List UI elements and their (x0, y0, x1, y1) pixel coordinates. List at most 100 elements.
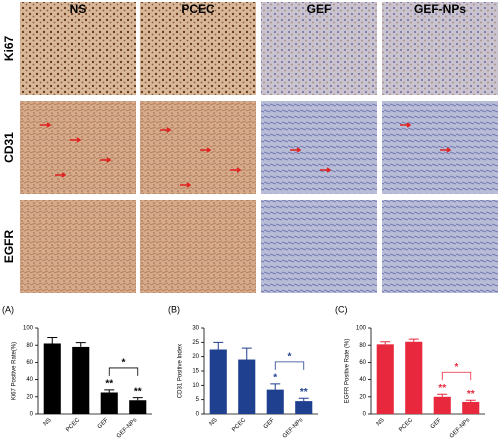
y-tick-label: 10 (192, 383, 199, 389)
error-bar (437, 393, 448, 397)
y-tick-label: 15 (192, 369, 199, 375)
x-tick-label: PCEC (65, 417, 82, 434)
arrow-marker (40, 122, 52, 128)
arrow-marker (400, 122, 412, 128)
panel-label: (B) (168, 304, 180, 314)
y-tick-label: 60 (359, 360, 366, 366)
arrow-marker (230, 167, 242, 173)
bracket-label: * (455, 362, 459, 373)
row-label: Ki67 (2, 36, 16, 62)
micrograph (140, 101, 256, 194)
micrograph (20, 101, 136, 194)
x-tick-label: GEF-NPs (449, 417, 471, 439)
arrow-marker (180, 182, 192, 188)
micrograph (140, 2, 256, 95)
micrograph (261, 101, 377, 194)
y-tick-label: 0 (363, 412, 367, 418)
bracket (108, 367, 139, 376)
y-axis-label: Ki67 Positive Rate(%) (12, 342, 18, 400)
arrow-marker (55, 172, 67, 178)
error-bar (213, 341, 224, 350)
error-bar (241, 347, 252, 360)
bar (376, 344, 394, 414)
bar (238, 359, 256, 414)
bar-label: ** (467, 389, 475, 400)
panel-label: (C) (335, 304, 348, 314)
x-tick-label: NS (376, 417, 386, 427)
error-bar (408, 338, 419, 342)
panel-label: (A) (2, 304, 14, 314)
micrograph (261, 2, 377, 95)
y-tick-label: 0 (196, 412, 200, 418)
micrograph (20, 2, 136, 95)
y-tick-label: 100 (23, 326, 34, 332)
y-tick-label: 80 (359, 343, 366, 349)
x-tick-label: GEF-NPs (282, 417, 304, 439)
y-tick-label: 100 (356, 326, 367, 332)
y-tick-label: 40 (359, 377, 366, 383)
bracket-label: * (288, 352, 292, 363)
bracket-label: * (122, 358, 126, 369)
bar (266, 389, 284, 414)
column-label: PCEC (181, 2, 215, 16)
micrograph (140, 200, 256, 293)
error-bar (298, 397, 309, 402)
bar (433, 396, 451, 414)
bar (405, 341, 423, 414)
error-bar (132, 397, 143, 401)
bar (129, 400, 147, 414)
row-label: CD31 (2, 132, 16, 163)
column-label: GEF (307, 2, 332, 16)
bar (295, 401, 313, 414)
x-tick-label: PCEC (398, 417, 415, 434)
micrograph (382, 101, 498, 194)
x-tick-label: NS (209, 417, 219, 427)
y-tick-label: 5 (196, 397, 200, 403)
row-label: EGFR (2, 230, 16, 264)
y-tick-label: 20 (192, 354, 199, 360)
micrograph (382, 200, 498, 293)
x-tick-label: NS (43, 417, 53, 427)
x-tick-label: GEF (263, 417, 276, 430)
bar-label: * (273, 373, 277, 384)
arrow-marker (290, 147, 302, 153)
y-tick-label: 40 (26, 377, 33, 383)
bar (462, 401, 480, 414)
y-axis-label: EGFR Positive Rate (%) (345, 339, 351, 404)
y-tick-label: 80 (26, 343, 33, 349)
arrow-marker (70, 137, 82, 143)
bar (43, 343, 61, 414)
micrograph (20, 200, 136, 293)
arrow-marker (160, 127, 172, 133)
y-tick-label: 60 (26, 360, 33, 366)
bracket (441, 371, 472, 381)
error-bar (75, 342, 86, 347)
x-tick-label: GEF (430, 417, 443, 430)
column-label: NS (70, 2, 87, 16)
bar (209, 349, 227, 414)
column-label: GEF-NPs (414, 2, 466, 16)
bar (72, 346, 90, 414)
arrow-marker (200, 147, 212, 153)
bar-label: ** (105, 379, 113, 390)
arrow-marker (100, 157, 112, 163)
bracket (274, 361, 305, 370)
y-tick-label: 30 (192, 326, 199, 332)
arrow-marker (440, 147, 452, 153)
bar-label: ** (438, 383, 446, 394)
error-bar (47, 336, 58, 344)
y-axis-label: CD31 Positive Index (178, 344, 184, 398)
x-tick-label: GEF (97, 417, 110, 430)
x-tick-label: GEF-NPs (116, 417, 138, 439)
y-tick-label: 20 (359, 394, 366, 400)
bar-label: ** (134, 386, 142, 397)
micrograph (261, 200, 377, 293)
y-tick-label: 25 (192, 340, 199, 346)
micrograph (382, 2, 498, 95)
arrow-marker (320, 167, 332, 173)
x-tick-label: PCEC (231, 417, 248, 434)
bar-label: ** (300, 387, 308, 398)
y-tick-label: 20 (26, 394, 33, 400)
error-bar (270, 383, 281, 390)
